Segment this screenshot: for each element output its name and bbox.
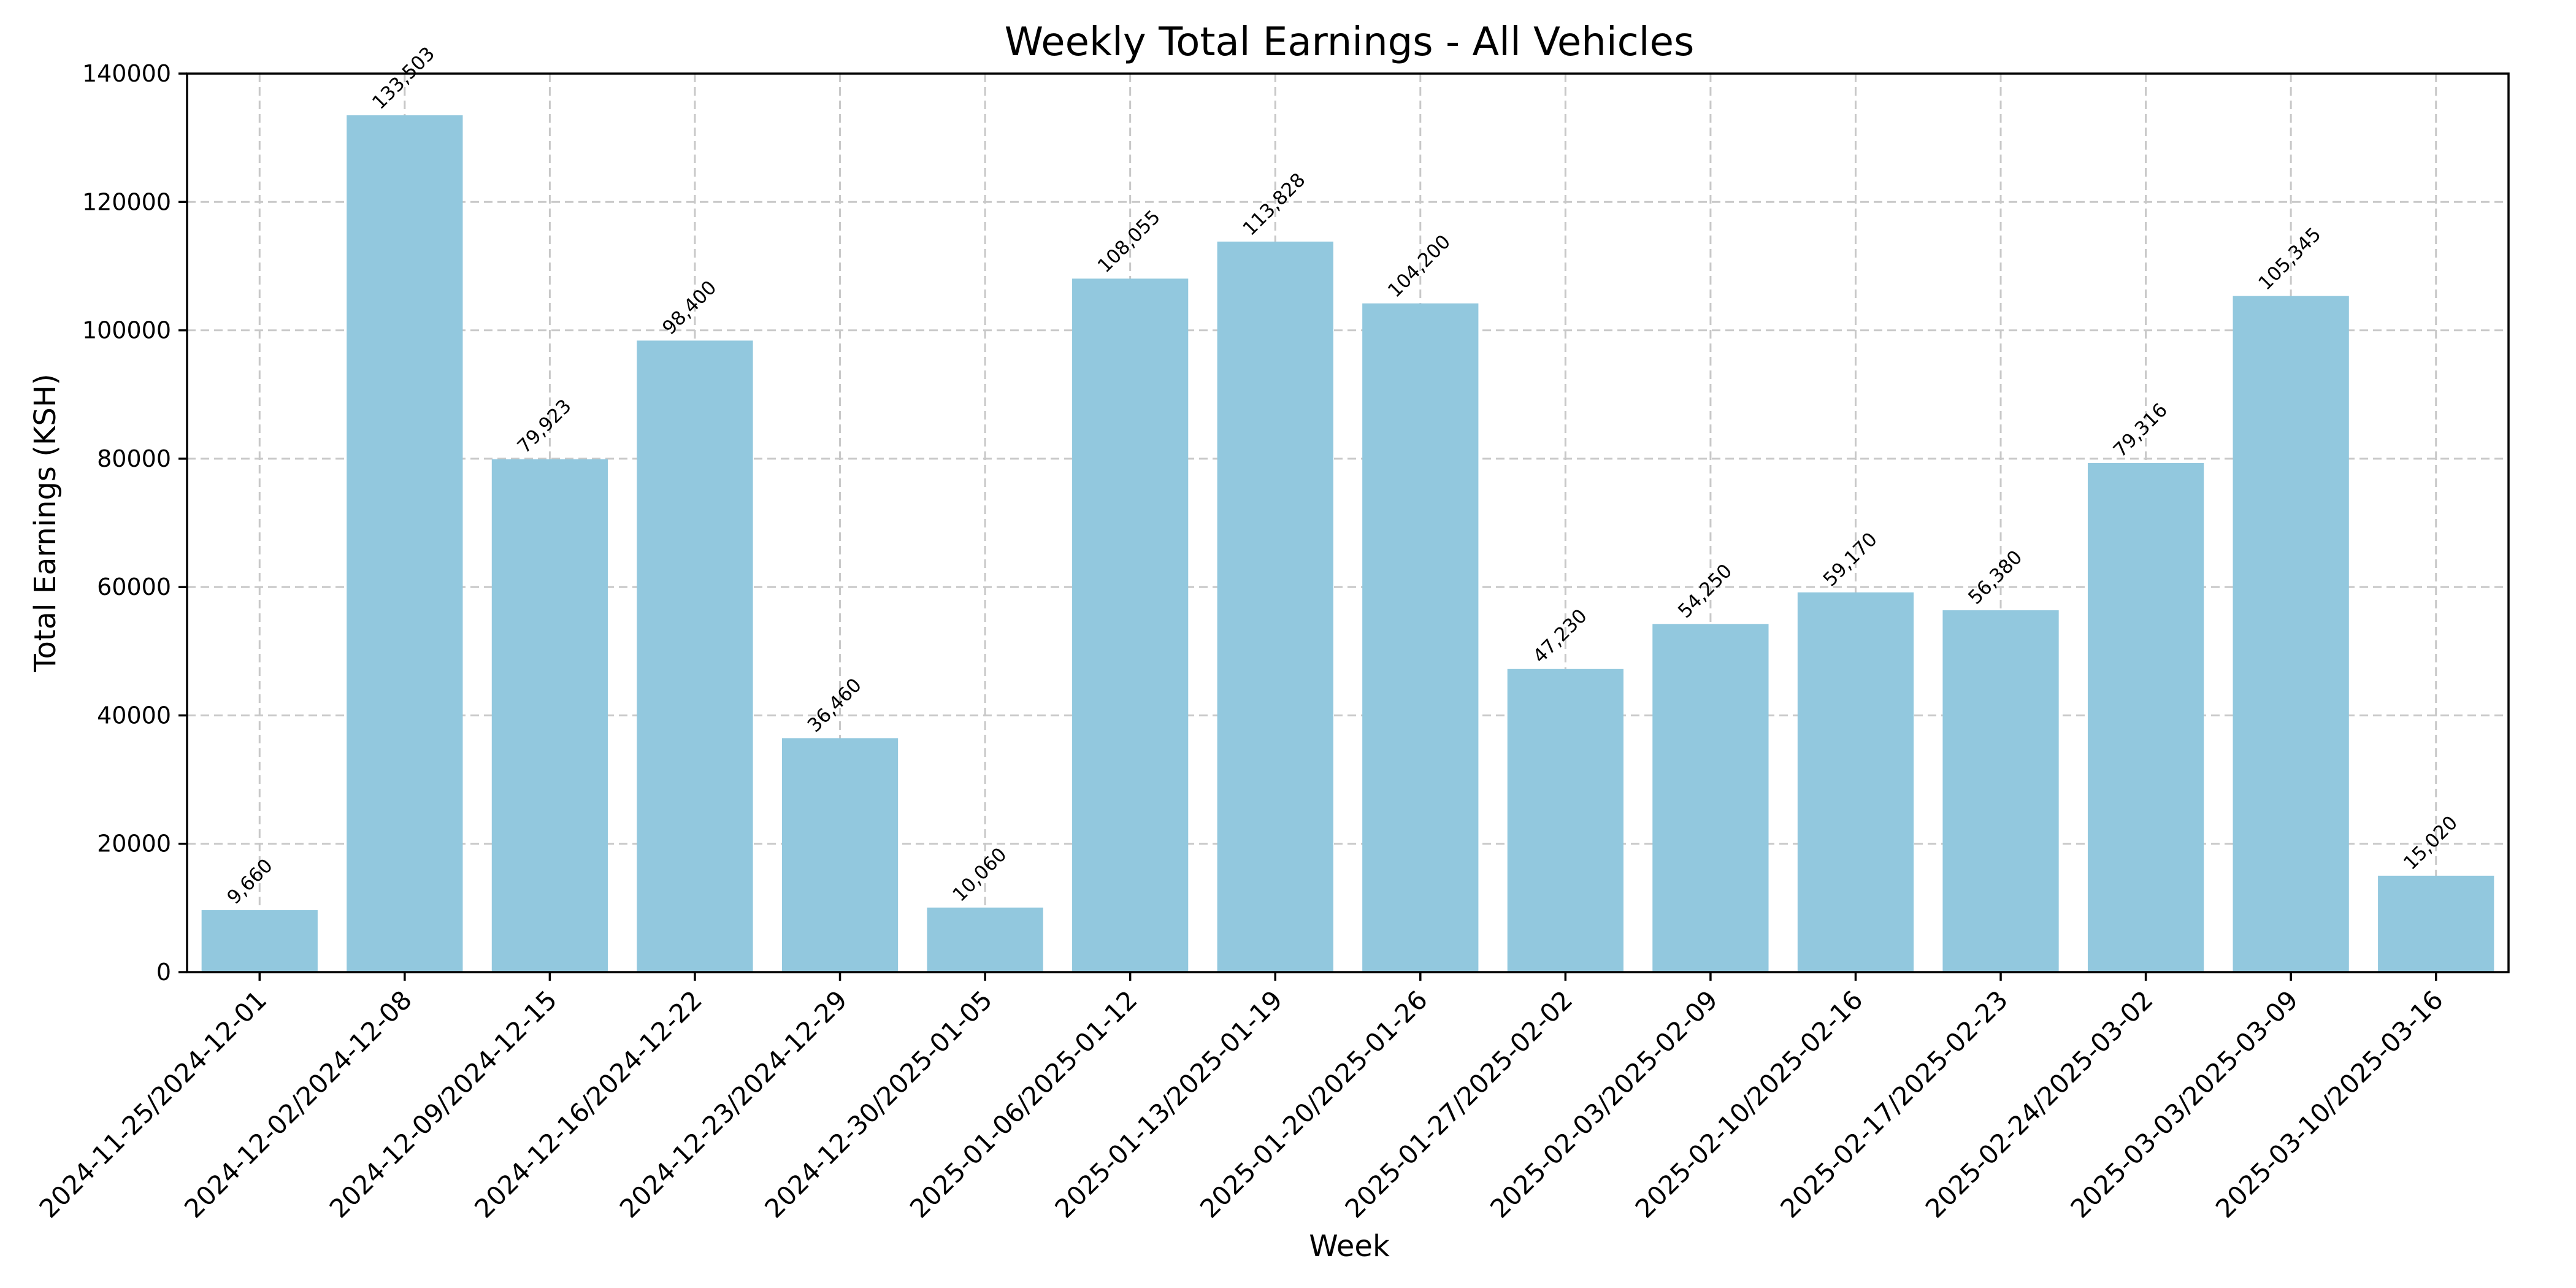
x-tick-label: 2024-12-09/2024-12-15: [324, 984, 563, 1224]
bar: [1362, 303, 1479, 972]
x-tick-label: 2024-12-30/2025-01-05: [759, 984, 998, 1224]
bar: [1797, 592, 1914, 972]
y-tick-label: 20000: [97, 830, 171, 857]
bar-value-label: 108,055: [1094, 206, 1165, 277]
x-tick-label: 2024-12-16/2024-12-22: [469, 984, 708, 1224]
bar-value-label: 104,200: [1384, 231, 1455, 302]
chart-title: Weekly Total Earnings - All Vehicles: [1005, 20, 1695, 65]
bar-value-label: 15,020: [2399, 811, 2462, 874]
bars: [201, 115, 2494, 973]
bar-value-label: 9,660: [223, 854, 277, 908]
x-tick-label: 2025-01-06/2025-01-12: [904, 984, 1143, 1224]
bar: [927, 907, 1043, 972]
bar-value-label: 79,316: [2109, 399, 2172, 462]
x-tick-label: 2024-12-23/2024-12-29: [614, 984, 853, 1224]
x-tick-label: 2025-01-20/2025-01-26: [1194, 984, 1433, 1224]
x-tick-label: 2025-01-27/2025-02-02: [1340, 984, 1579, 1224]
x-tick-label: 2024-11-25/2024-12-01: [34, 984, 273, 1224]
bar: [491, 459, 608, 972]
bar-value-label: 59,170: [1819, 528, 1882, 591]
bar-value-label: 47,230: [1529, 605, 1592, 667]
bar: [1217, 241, 1333, 972]
bar: [1942, 610, 2059, 972]
y-tick-label: 100000: [82, 317, 171, 344]
y-tick-label: 120000: [82, 188, 171, 215]
bar: [201, 910, 318, 972]
bar-value-label: 79,923: [513, 395, 576, 458]
y-axis-ticks: 0 20000 40000 60000 80000 100000 120000 140000: [82, 60, 187, 986]
bar: [2378, 875, 2494, 972]
bar-value-label: 113,828: [1238, 169, 1309, 240]
x-tick-label: 2025-03-10/2025-03-16: [2210, 984, 2449, 1224]
y-tick-label: 0: [156, 959, 171, 986]
y-axis-label: Total Earnings (KSH): [28, 374, 63, 672]
bar: [781, 738, 899, 972]
x-tick-label: 2025-02-10/2025-02-16: [1630, 984, 1869, 1224]
x-axis-label: Week: [1309, 1229, 1390, 1263]
x-axis-ticks: 2024-11-25/2024-12-012024-12-02/2024-12-…: [34, 972, 2449, 1224]
bar: [1072, 278, 1189, 972]
bar: [2233, 296, 2349, 972]
x-tick-label: 2025-03-03/2025-03-09: [2064, 984, 2304, 1224]
bar-value-label: 36,460: [803, 674, 866, 737]
bar-value-label: 54,250: [1674, 560, 1736, 623]
y-tick-label: 140000: [82, 60, 171, 87]
x-tick-label: 2025-02-03/2025-02-09: [1484, 984, 1723, 1224]
x-tick-label: 2025-02-17/2025-02-23: [1774, 984, 2014, 1224]
bar-value-label: 56,380: [1964, 546, 2026, 609]
bar-value-label: 105,345: [2254, 223, 2325, 294]
bar-value-label: 133,503: [368, 43, 439, 114]
bar: [2087, 463, 2204, 972]
y-tick-label: 40000: [97, 702, 171, 729]
bar: [1507, 669, 1623, 972]
bar: [347, 115, 463, 973]
bar: [637, 340, 753, 973]
x-tick-label: 2024-12-02/2024-12-08: [178, 984, 418, 1224]
x-tick-label: 2025-02-24/2025-03-02: [1920, 984, 2159, 1224]
x-tick-label: 2025-01-13/2025-01-19: [1049, 984, 1288, 1224]
y-tick-label: 60000: [97, 573, 171, 600]
bar-value-label: 10,060: [948, 843, 1011, 906]
plot-frame: [186, 72, 2510, 973]
y-tick-label: 80000: [97, 445, 171, 472]
bar: [1652, 624, 1769, 972]
